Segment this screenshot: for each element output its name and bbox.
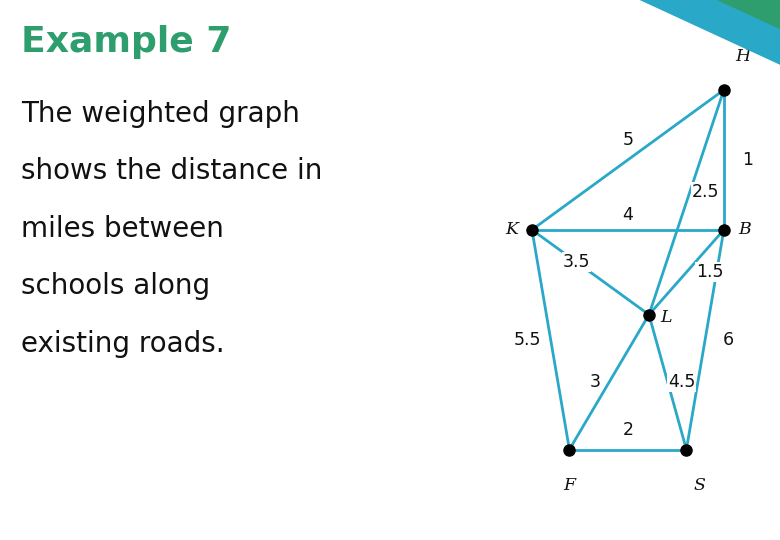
Text: K: K xyxy=(505,221,518,238)
Text: 2.5: 2.5 xyxy=(691,183,719,201)
Text: Example 7: Example 7 xyxy=(21,25,232,59)
Polygon shape xyxy=(717,0,780,29)
Text: PEARSON: PEARSON xyxy=(651,511,760,529)
Text: 4: 4 xyxy=(622,206,633,224)
Text: S: S xyxy=(693,477,705,494)
Text: 2: 2 xyxy=(622,421,633,438)
Text: 14.4-17: 14.4-17 xyxy=(12,515,52,525)
Text: 3: 3 xyxy=(590,373,601,391)
Polygon shape xyxy=(640,0,780,65)
Text: 3.5: 3.5 xyxy=(562,253,590,271)
Text: 5.5: 5.5 xyxy=(513,330,541,349)
Text: shows the distance in: shows the distance in xyxy=(21,157,322,185)
Text: 5: 5 xyxy=(622,131,633,149)
Text: L: L xyxy=(661,309,672,326)
Text: 1: 1 xyxy=(742,151,753,169)
Text: miles between: miles between xyxy=(21,215,224,243)
Text: 4.5: 4.5 xyxy=(668,373,696,391)
Text: Copyright 2013, 2010, 2007, Pearson, Education, Inc.: Copyright 2013, 2010, 2007, Pearson, Edu… xyxy=(250,515,530,525)
Text: 1.5: 1.5 xyxy=(696,263,724,281)
Text: 6: 6 xyxy=(723,330,734,349)
Text: H: H xyxy=(736,48,750,65)
Text: schools along: schools along xyxy=(21,272,210,300)
Text: existing roads.: existing roads. xyxy=(21,329,225,357)
Text: B: B xyxy=(738,221,750,238)
Text: F: F xyxy=(563,477,576,494)
Text: The weighted graph: The weighted graph xyxy=(21,100,300,128)
